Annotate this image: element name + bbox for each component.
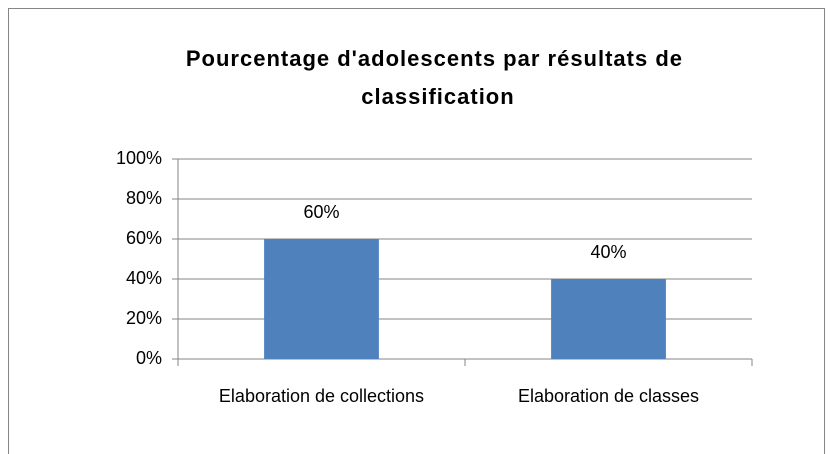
y-tick-label: 80% xyxy=(126,188,162,208)
chart-frame xyxy=(8,8,825,454)
data-label: 40% xyxy=(590,242,626,262)
y-tick-label: 40% xyxy=(126,268,162,288)
x-tick-label: Elaboration de classes xyxy=(518,386,699,406)
x-tick-label: Elaboration de collections xyxy=(219,386,424,406)
y-tick-label: 60% xyxy=(126,228,162,248)
bar xyxy=(551,279,666,359)
chart-title: Pourcentage d'adolescents par résultats … xyxy=(186,46,690,109)
bar xyxy=(264,239,379,359)
y-tick-label: 20% xyxy=(126,308,162,328)
y-tick-label: 100% xyxy=(116,148,162,168)
data-label: 60% xyxy=(303,202,339,222)
y-tick-label: 0% xyxy=(136,348,162,368)
